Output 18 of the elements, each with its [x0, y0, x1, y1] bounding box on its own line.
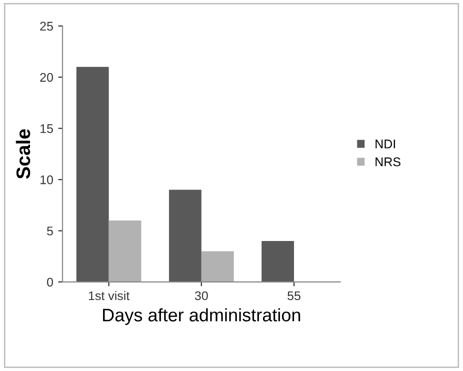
x-tick-label: 30	[194, 291, 208, 300]
y-tick-label: 15	[40, 124, 53, 134]
legend-label: NRS	[376, 157, 400, 166]
y-tick-label: 0	[47, 278, 53, 287]
x-tick-label: 55	[288, 291, 300, 300]
x-tick-label: 1st visit	[88, 290, 130, 300]
y-axis-title: Scale	[16, 129, 30, 179]
legend-label: NDI	[376, 140, 395, 148]
bar	[201, 251, 234, 282]
bar	[108, 220, 142, 282]
bar	[262, 241, 294, 282]
y-tick-label: 10	[40, 175, 53, 184]
bar	[76, 66, 109, 282]
y-tick-label: 5	[47, 226, 53, 236]
bar	[168, 190, 202, 282]
x-axis-title: Days after administration	[103, 308, 300, 326]
y-tick-label: 20	[40, 72, 53, 82]
y-tick-label: 25	[40, 22, 53, 31]
